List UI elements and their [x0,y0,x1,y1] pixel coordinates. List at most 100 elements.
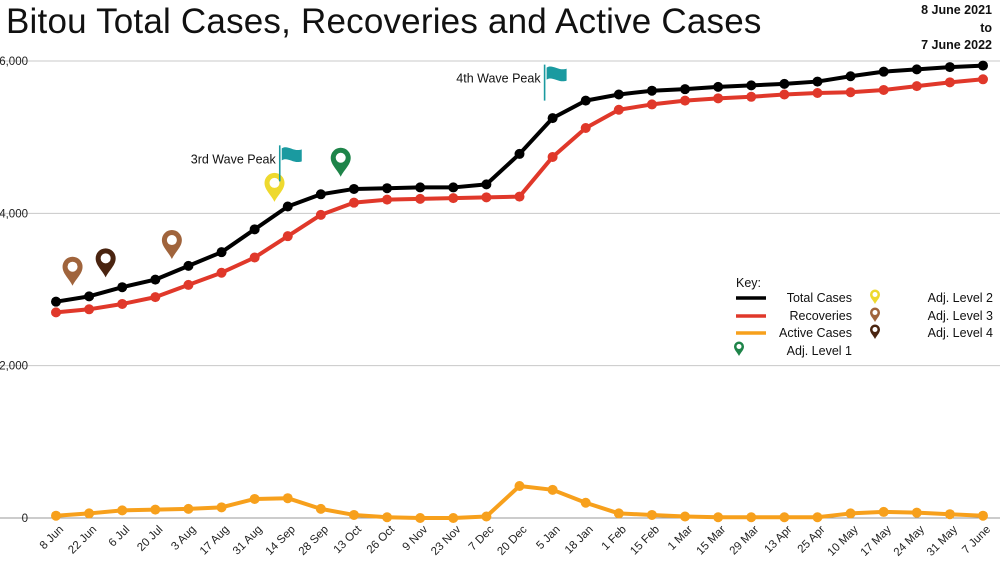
x-tick-label: 5 Jan [534,524,562,552]
data-point [315,209,326,220]
pin-icon [870,307,880,322]
pin-hole [100,253,111,264]
data-point [911,64,922,75]
x-tick-label: 20 Dec [495,523,529,557]
x-tick-label: 25 Apr [796,524,828,556]
data-point [150,292,161,303]
data-point [812,512,823,523]
legend-title: Key: [736,276,761,290]
pin-hole [166,235,177,246]
data-point [315,503,326,514]
data-point [845,71,856,82]
data-point [978,60,988,71]
flag-cloth [281,147,302,163]
pin-hole [335,152,346,163]
data-point [944,62,955,73]
x-tick-label: 7 June [960,524,993,557]
y-tick-label: 4,000 [0,208,28,220]
data-point [779,89,790,100]
series-line [54,63,985,304]
data-point [183,279,194,290]
data-point [878,506,889,517]
data-point [613,104,624,115]
data-point [448,193,459,204]
legend-label: Adj. Level 2 [928,291,993,305]
data-point [547,151,558,162]
data-point [216,267,227,278]
data-point [878,84,889,95]
data-point [713,81,724,92]
data-point [680,84,691,95]
data-point [878,66,889,77]
x-tick-label: 26 Oct [365,523,398,556]
data-point [282,493,293,504]
x-tick-label: 31 Aug [231,524,265,558]
data-point [680,95,691,106]
data-point [382,512,393,523]
data-point [613,89,624,100]
x-tick-label: 23 Nov [429,523,463,557]
data-point [547,113,558,124]
x-tick-label: 7 Dec [467,523,497,553]
pin-icon [870,289,880,304]
data-point [117,282,128,293]
x-tick-label: 22 Jun [66,524,99,557]
data-point [51,296,61,307]
data-point [348,183,359,194]
data-point [348,509,359,520]
data-point [481,192,492,203]
data-point [282,231,293,242]
data-point [978,74,988,85]
y-tick-label: 6,000 [0,56,28,68]
data-point [282,201,293,212]
x-tick-label: 8 Jun [38,524,66,552]
data-point [117,298,128,309]
data-point [348,197,359,208]
data-point [812,76,823,87]
x-tick-label: 6 Jul [107,524,133,550]
data-point [746,80,757,91]
x-tick-label: 17 May [859,523,894,558]
legend-label: Total Cases [787,291,852,305]
data-point [84,508,95,519]
data-point [216,502,227,513]
data-point [845,508,856,519]
data-point [978,510,988,521]
pin-hole [872,292,878,297]
legend-label: Recoveries [789,309,852,323]
x-tick-label: 17 Aug [198,524,232,558]
data-point [183,260,194,271]
data-point [481,179,492,190]
data-point [713,93,724,104]
x-tick-label: 31 May [925,523,960,558]
legend-label: Adj. Level 1 [787,344,852,358]
data-point [911,507,922,518]
x-tick-label: 29 Mar [728,524,762,558]
wave-peak-label: 3rd Wave Peak [191,152,277,166]
data-point [249,493,260,504]
flag-icon [278,145,302,182]
data-point [481,511,492,522]
pin-hole [269,177,280,188]
data-point [51,307,61,318]
data-point [382,194,393,205]
y-tick-label: 2,000 [0,361,28,373]
x-tick-label: 9 Nov [401,523,431,553]
data-point [415,513,426,523]
x-tick-label: 28 Sep [297,524,331,558]
pin-icon [330,147,351,177]
pin-icon [734,341,744,356]
date-range-end: 7 June 2022 [921,38,992,52]
x-tick-label: 3 Aug [169,524,198,553]
data-point [84,304,95,315]
x-tick-label: 14 Sep [264,524,298,558]
legend-label: Adj. Level 4 [928,326,993,340]
data-point [646,99,657,110]
data-point [713,512,724,523]
data-point [580,123,591,134]
data-point [448,513,459,523]
data-point [613,508,624,519]
data-point [84,291,95,302]
pin-icon [264,172,285,202]
chart-title: Bitou Total Cases, Recoveries and Active… [6,2,762,41]
